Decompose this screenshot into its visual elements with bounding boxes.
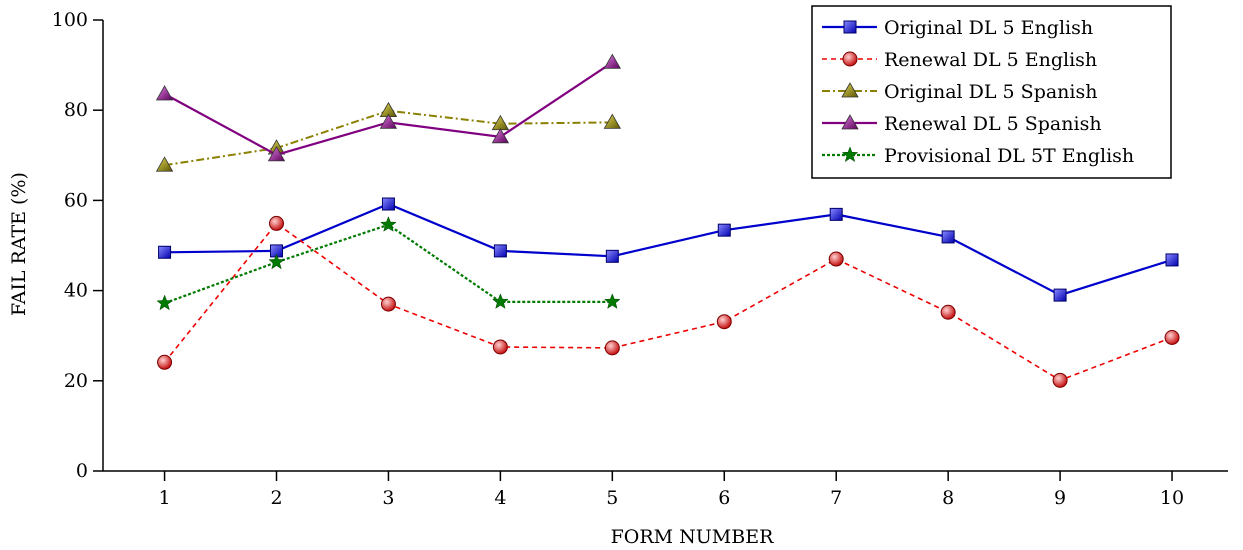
axes: 0 20 40 60 80 100 1 2 3 4 5 6 7 8 9 10 [52, 9, 1228, 509]
legend-label: Original DL 5 English [884, 17, 1093, 39]
data-point [605, 249, 619, 263]
series-5 [156, 216, 621, 311]
data-point [269, 215, 285, 231]
series-line [163, 222, 1173, 382]
y-tick-label: 0 [76, 460, 88, 482]
series-line [164, 223, 613, 305]
legend-item: Original DL 5 Spanish [822, 81, 1097, 103]
data-point [380, 296, 396, 312]
legend-marker [841, 146, 859, 163]
series-layer [155, 53, 1180, 388]
data-point [1053, 288, 1067, 302]
data-point [1164, 330, 1180, 346]
data-point [492, 293, 509, 309]
legend-marker [843, 20, 857, 34]
data-point [155, 156, 174, 172]
data-point [828, 251, 844, 267]
series-line [164, 202, 1173, 297]
data-point [1165, 253, 1179, 267]
y-tick-label: 80 [64, 99, 88, 121]
data-point [158, 245, 172, 259]
x-tick-label: 6 [718, 487, 730, 509]
x-tick-label: 2 [270, 487, 282, 509]
data-point [157, 354, 173, 370]
data-point [380, 216, 397, 232]
data-point [829, 207, 843, 221]
legend-label: Provisional DL 5T English [884, 145, 1134, 167]
data-point [603, 113, 622, 129]
data-point [156, 294, 173, 311]
x-tick-label: 3 [382, 487, 394, 509]
legend-item: Renewal DL 5 Spanish [822, 113, 1102, 135]
legend: Original DL 5 English Renewal DL 5 Englis… [811, 5, 1172, 179]
y-tick-label: 20 [64, 370, 88, 392]
data-point [717, 223, 731, 237]
legend-label: Original DL 5 Spanish [884, 81, 1097, 103]
data-point [604, 293, 621, 309]
data-point [716, 314, 732, 330]
data-point [491, 128, 510, 144]
x-tick-label: 4 [494, 487, 506, 509]
data-point [379, 113, 398, 129]
x-axis-title: FORM NUMBER [611, 526, 774, 548]
series-4 [155, 53, 622, 162]
legend-item: Original DL 5 English [822, 17, 1093, 39]
series-3 [155, 101, 622, 172]
y-axis-title: FAIL RATE (%) [8, 172, 30, 316]
x-tick-label: 8 [942, 487, 954, 509]
y-tick-label: 40 [64, 280, 88, 302]
data-point [381, 197, 395, 211]
y-tick-label: 60 [64, 189, 88, 211]
legend-item: Renewal DL 5 English [822, 49, 1097, 71]
data-point [603, 53, 622, 69]
legend-marker [841, 82, 859, 98]
x-tick-label: 9 [1054, 487, 1066, 509]
legend-item: Provisional DL 5T English [822, 145, 1134, 167]
x-tick-label: 5 [606, 487, 618, 509]
data-point [1052, 372, 1068, 388]
x-tick-label: 10 [1160, 487, 1184, 509]
data-point [941, 230, 955, 244]
y-tick-label: 100 [52, 9, 88, 31]
legend-label: Renewal DL 5 Spanish [884, 113, 1102, 135]
data-point [267, 146, 286, 162]
legend-label: Renewal DL 5 English [884, 49, 1097, 71]
legend-marker [841, 114, 859, 130]
series-1 [158, 197, 1179, 302]
legend-box [811, 5, 1172, 179]
legend-marker [842, 51, 858, 67]
data-point [604, 340, 620, 356]
data-point [493, 244, 507, 258]
x-tick-label: 7 [830, 487, 842, 509]
data-point [268, 253, 285, 270]
x-tick-label: 1 [159, 487, 171, 509]
data-point [155, 85, 174, 101]
data-point [492, 339, 508, 355]
data-point [940, 304, 956, 320]
series-2 [157, 215, 1180, 388]
